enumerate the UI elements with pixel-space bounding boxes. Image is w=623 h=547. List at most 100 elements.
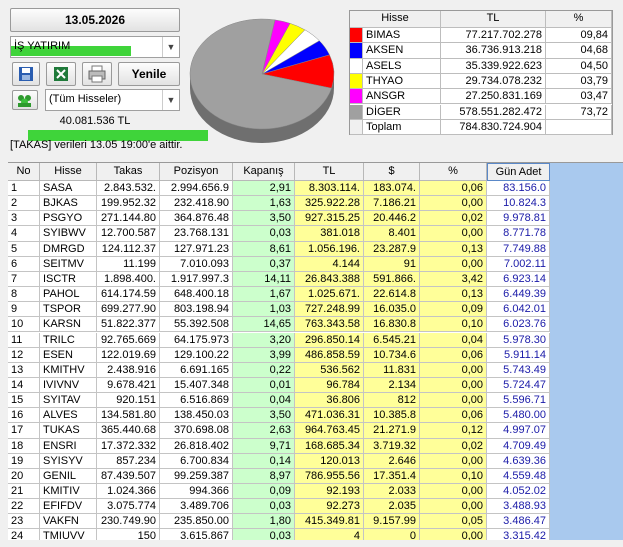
table-cell: 2,91 [233,181,295,197]
table-cell: 64.175.973 [160,332,233,348]
table-cell: 10.824.3 [487,196,550,212]
table-cell: 23.768.131 [160,226,233,242]
table-cell: ALVES [40,408,97,424]
table-cell: 2.035 [364,499,420,515]
column-header[interactable]: TL [295,163,364,181]
table-cell: GENIL [40,468,97,484]
table-cell: 12 [8,347,40,363]
table-cell: 614.174.59 [97,287,160,303]
table-cell: 21.271.9 [364,423,420,439]
filter-dropdown[interactable]: (Tüm Hisseler) ▼ [45,89,180,111]
table-cell: 17.372.332 [97,438,160,454]
table-cell: 87.439.507 [97,468,160,484]
table-cell: 15 [8,393,40,409]
table-cell: 0,09 [233,484,295,500]
table-cell: 1,80 [233,514,295,530]
table-cell: 22 [8,499,40,515]
table-cell: TSPOR [40,302,97,318]
blue-column [550,163,623,540]
table-cell: 381.018 [295,226,364,242]
table-cell: 5.724.47 [487,377,550,394]
column-header[interactable]: Hisse [40,163,97,181]
table-cell: 803.198.94 [160,302,233,318]
table-cell: SYITAV [40,393,97,409]
column-header[interactable]: Kapanış [233,163,295,181]
table-cell: 6.700.834 [160,453,233,469]
table-cell: 0,10 [420,468,487,484]
table-cell: 8,97 [233,468,295,484]
table-cell: 364.876.48 [160,211,233,227]
column-header[interactable]: Gün Adet [487,163,550,181]
table-cell: 150 [97,529,160,540]
column-header[interactable]: No [8,163,40,181]
table-cell: 120.013 [295,453,364,469]
redaction-bar [11,46,131,56]
column-header[interactable]: % [420,163,487,181]
table-cell: 16 [8,408,40,424]
legend-swatch [350,28,363,44]
table-cell: 15.407.348 [160,377,233,394]
legend-swatch [350,119,363,136]
table-cell: 199.952.32 [97,196,160,212]
table-cell: 4.709.49 [487,438,550,454]
table-cell: 13 [8,362,40,378]
table-cell: 10.734.6 [364,347,420,363]
table-cell: 7.749.88 [487,241,550,257]
table-cell: 3.315.42 [487,529,550,540]
group-button[interactable] [12,90,38,110]
table-cell: 296.850.14 [295,332,364,348]
save-button[interactable] [12,62,40,86]
table-cell: 0,13 [420,287,487,303]
table-cell: 486.858.59 [295,347,364,363]
table-cell: 3,50 [233,408,295,424]
table-cell: 4.144 [295,256,364,272]
column-header[interactable]: Pozisyon [160,163,233,181]
print-button[interactable] [82,62,112,86]
dropdown-arrow: ▼ [162,37,179,57]
column-header[interactable]: Takas [97,163,160,181]
legend-percent: 03,79 [546,73,612,90]
broker-dropdown[interactable]: İŞ YATIRIM ▼ [10,36,180,58]
table-cell: 0,03 [233,529,295,540]
table-cell: 1.898.400. [97,271,160,288]
table-cell: 9.157.99 [364,514,420,530]
legend-tl: 77.217.702.278 [441,28,546,44]
table-cell: 168.685.34 [295,438,364,454]
date-label: 13.05.2026 [10,8,180,32]
legend-percent: 04,68 [546,43,612,59]
table-cell: 7.186.21 [364,196,420,212]
table-cell: 96.784 [295,377,364,394]
table-cell: 699.277.90 [97,302,160,318]
pie-chart [189,18,335,143]
table-cell: 763.343.58 [295,317,364,333]
table-cell: 6.449.39 [487,287,550,303]
table-cell: 920.151 [97,393,160,409]
table-cell: 0,03 [233,226,295,242]
table-cell: 8.401 [364,226,420,242]
total-label: 40.081.536 TL [59,115,131,127]
excel-button[interactable] [46,62,76,86]
table-cell: 591.866. [364,271,420,288]
legend-tl: 29.734.078.232 [441,73,546,90]
table-cell: 0,13 [420,241,487,257]
main-table: No Hisse Takas Pozisyon Kapanış TL $% Gün Adet 1… [8,162,623,540]
table-cell: ESEN [40,347,97,363]
save-icon [19,67,33,81]
table-cell: 0,14 [233,453,295,469]
column-header[interactable]: $ [364,163,420,181]
table-cell: 8 [8,287,40,303]
table-cell: 0,00 [420,226,487,242]
table-cell: 3.489.706 [160,499,233,515]
legend-percent: 03,47 [546,89,612,105]
table-cell: 0,00 [420,529,487,540]
table-cell: 927.315.25 [295,211,364,227]
table-cell: 9.678.421 [97,377,160,394]
table-cell: SEITMV [40,256,97,272]
table-cell: 0,01 [233,377,295,394]
table-cell: 0,00 [420,196,487,212]
refresh-button[interactable]: Yenile [118,62,180,86]
legend-percent: 73,72 [546,104,612,120]
table-cell: 8,61 [233,241,295,257]
table-cell: 994.366 [160,484,233,500]
table-cell: 17.351.4 [364,468,420,484]
